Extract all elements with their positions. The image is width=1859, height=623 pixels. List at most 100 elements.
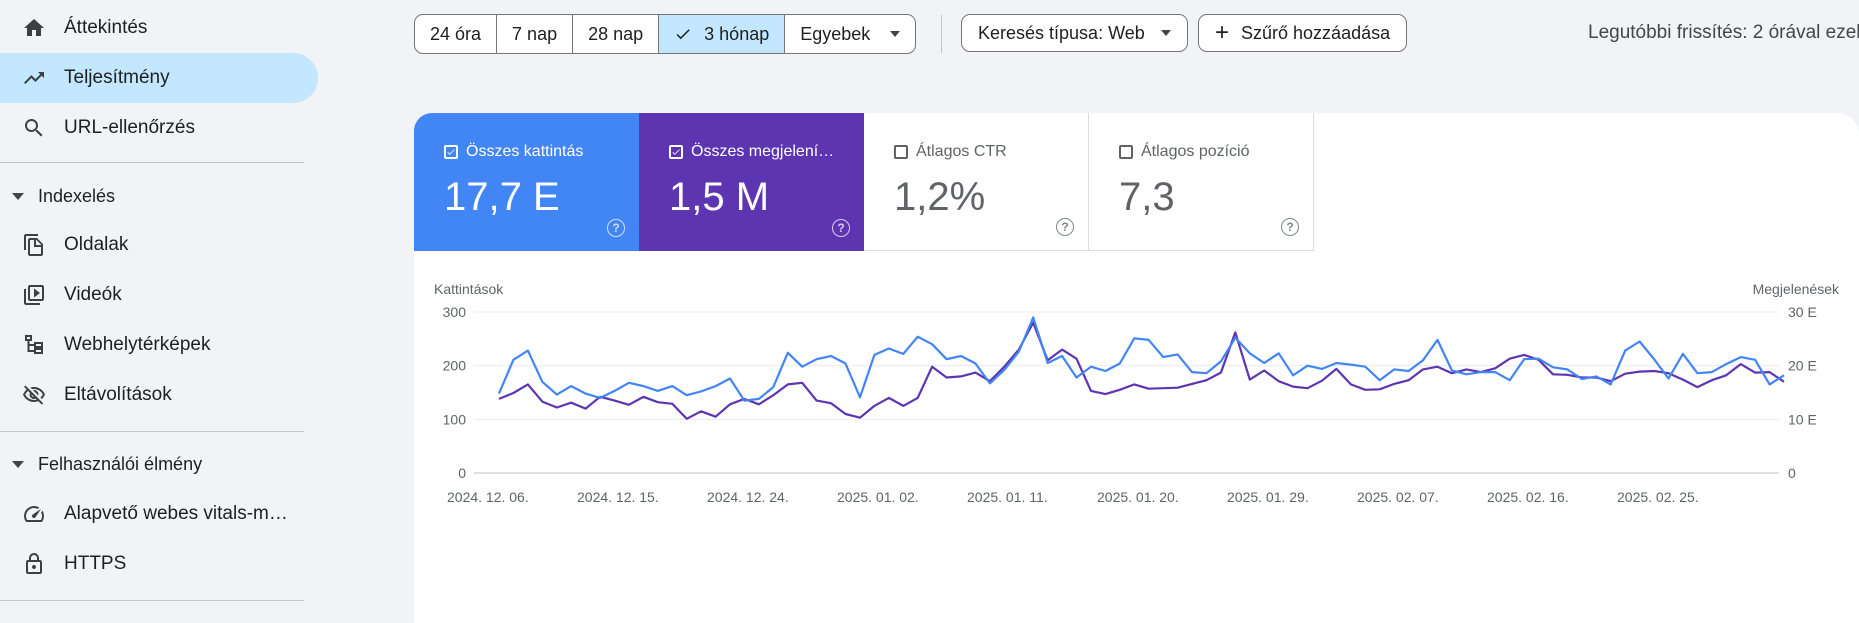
sitemap-icon <box>22 333 46 357</box>
check-icon <box>676 29 690 40</box>
sidebar-item-label: Eltávolítások <box>64 384 172 405</box>
sidebar-item-label: Alapvető webes vitals-m… <box>64 503 288 524</box>
x-tick-label: 2025. 02. 25. <box>1617 489 1699 505</box>
sidebar-item-label: Áttekintés <box>64 17 148 38</box>
x-tick-label: 2025. 01. 20. <box>1097 489 1179 505</box>
x-tick-label: 2025. 02. 07. <box>1357 489 1439 505</box>
chip-label: 28 nap <box>588 23 644 44</box>
sidebar-item-label: URL-ellenőrzés <box>64 117 195 138</box>
range-28d-chip[interactable]: 28 nap <box>573 15 660 53</box>
add-filter-button[interactable]: + Szűrő hozzáadása <box>1198 14 1408 52</box>
metric-label: Összes megjelení… <box>691 143 835 160</box>
x-tick-label: 2024. 12. 15. <box>577 489 659 505</box>
section-title: Indexelés <box>38 185 116 206</box>
sidebar-item-label: HTTPS <box>64 553 127 574</box>
sidebar-divider <box>0 431 304 432</box>
chip-label: Egyebek <box>800 23 871 44</box>
sidebar-divider <box>0 162 304 163</box>
chip-label: 24 óra <box>430 23 482 44</box>
search-icon <box>22 116 46 140</box>
sidebar-item-url-inspection[interactable]: URL-ellenőrzés <box>0 103 318 153</box>
pages-icon <box>22 233 46 257</box>
add-filter-label: Szűrő hozzáadása <box>1241 22 1391 43</box>
metric-average-ctr[interactable]: Átlagos CTR 1,2% ? <box>864 113 1089 251</box>
caret-down-icon <box>12 192 24 200</box>
checkbox-checked-icon[interactable] <box>669 145 683 159</box>
video-icon <box>22 283 46 307</box>
section-indexing[interactable]: Indexelés <box>12 178 115 214</box>
metric-value: 1,5 M <box>669 175 770 219</box>
x-tick-label: 2025. 02. 16. <box>1487 489 1569 505</box>
left-tick-label: 300 <box>443 304 467 320</box>
help-icon[interactable]: ? <box>1056 218 1074 236</box>
sidebar-item-core-web-vitals[interactable]: Alapvető webes vitals-m… <box>0 489 318 539</box>
left-tick-label: 0 <box>458 465 466 481</box>
sidebar-item-overview[interactable]: Áttekintés <box>0 3 318 53</box>
left-tick-label: 200 <box>443 358 467 374</box>
sidebar-divider <box>0 600 304 601</box>
toolbar-divider <box>941 15 942 53</box>
sidebar-item-removals[interactable]: Eltávolítások <box>0 370 318 420</box>
chip-label: 7 nap <box>512 23 558 44</box>
date-range-selector: 24 óra 7 nap 28 nap 3 hónap Egyebek <box>414 14 917 54</box>
sidebar-item-videos[interactable]: Videók <box>0 270 318 320</box>
x-tick-label: 2025. 01. 11. <box>967 489 1048 505</box>
metric-total-impressions[interactable]: Összes megjelení… 1,5 M ? <box>639 113 864 251</box>
sidebar-item-performance[interactable]: Teljesítmény <box>0 53 318 103</box>
x-tick-label: 2025. 01. 29. <box>1227 489 1309 505</box>
x-tick-label: 2024. 12. 24. <box>707 489 789 505</box>
help-icon[interactable]: ? <box>832 219 850 237</box>
sidebar-item-label: Videók <box>64 284 122 305</box>
last-update-text: Legutóbbi frissítés: 2 órával ezel <box>1588 22 1859 43</box>
visibility-off-icon <box>22 383 46 407</box>
sidebar-item-sitemaps[interactable]: Webhelytérképek <box>0 320 318 370</box>
sidebar-item-label: Teljesítmény <box>64 67 170 88</box>
left-axis-label: Kattintások <box>434 281 504 297</box>
right-axis-label: Megjelenések <box>1753 281 1840 297</box>
checkbox-unchecked-icon[interactable] <box>894 145 908 159</box>
metric-average-position[interactable]: Átlagos pozíció 7,3 ? <box>1089 113 1314 251</box>
range-7d-chip[interactable]: 7 nap <box>497 15 574 53</box>
x-tick-label: 2024. 12. 06. <box>447 489 529 505</box>
right-tick-label: 0 <box>1788 465 1796 481</box>
sidebar-item-label: Oldalak <box>64 234 129 255</box>
home-icon <box>22 16 46 40</box>
help-icon[interactable]: ? <box>607 219 625 237</box>
dropdown-arrow-icon <box>890 31 901 37</box>
lock-icon <box>22 552 46 576</box>
search-type-dropdown[interactable]: Keresés típusa: Web <box>961 14 1188 52</box>
right-tick-label: 20 E <box>1788 358 1817 374</box>
speed-icon <box>22 502 46 526</box>
sidebar-item-pages[interactable]: Oldalak <box>0 220 318 270</box>
right-tick-label: 30 E <box>1788 304 1817 320</box>
dropdown-arrow-icon <box>1160 30 1171 36</box>
range-3m-chip[interactable]: 3 hónap <box>659 15 786 53</box>
left-tick-label: 100 <box>443 411 467 427</box>
metric-label: Átlagos pozíció <box>1141 143 1250 160</box>
range-more-dropdown[interactable]: Egyebek <box>785 15 915 53</box>
checkbox-checked-icon[interactable] <box>444 145 458 159</box>
x-tick-label: 2025. 01. 02. <box>837 489 919 505</box>
sidebar-item-https[interactable]: HTTPS <box>0 539 318 589</box>
trending-up-icon <box>22 66 46 90</box>
sidebar: Áttekintés Teljesítmény URL-ellenőrzés I… <box>0 0 330 623</box>
right-tick-label: 10 E <box>1788 411 1817 427</box>
caret-down-icon <box>12 460 24 468</box>
checkbox-unchecked-icon[interactable] <box>1119 145 1133 159</box>
metric-label: Összes kattintás <box>466 143 584 160</box>
metric-total-clicks[interactable]: Összes kattintás 17,7 E ? <box>414 113 639 251</box>
metric-label: Átlagos CTR <box>916 143 1007 160</box>
range-24h-chip[interactable]: 24 óra <box>415 15 498 53</box>
sidebar-item-label: Webhelytérképek <box>64 334 211 355</box>
chip-label: 3 hónap <box>704 23 770 44</box>
performance-chart: Kattintások Megjelenések 0 100 200 300 0 10 E… <box>434 281 1840 505</box>
search-type-label: Keresés típusa: Web <box>978 22 1145 43</box>
help-icon[interactable]: ? <box>1281 218 1299 236</box>
metric-value: 17,7 E <box>444 175 560 219</box>
plus-icon: + <box>1215 19 1230 46</box>
metric-value: 1,2% <box>894 175 986 219</box>
metric-value: 7,3 <box>1119 175 1175 219</box>
impressions-series-line <box>498 321 1785 420</box>
section-title: Felhasználói élmény <box>38 453 203 474</box>
section-user-experience[interactable]: Felhasználói élmény <box>12 446 202 482</box>
